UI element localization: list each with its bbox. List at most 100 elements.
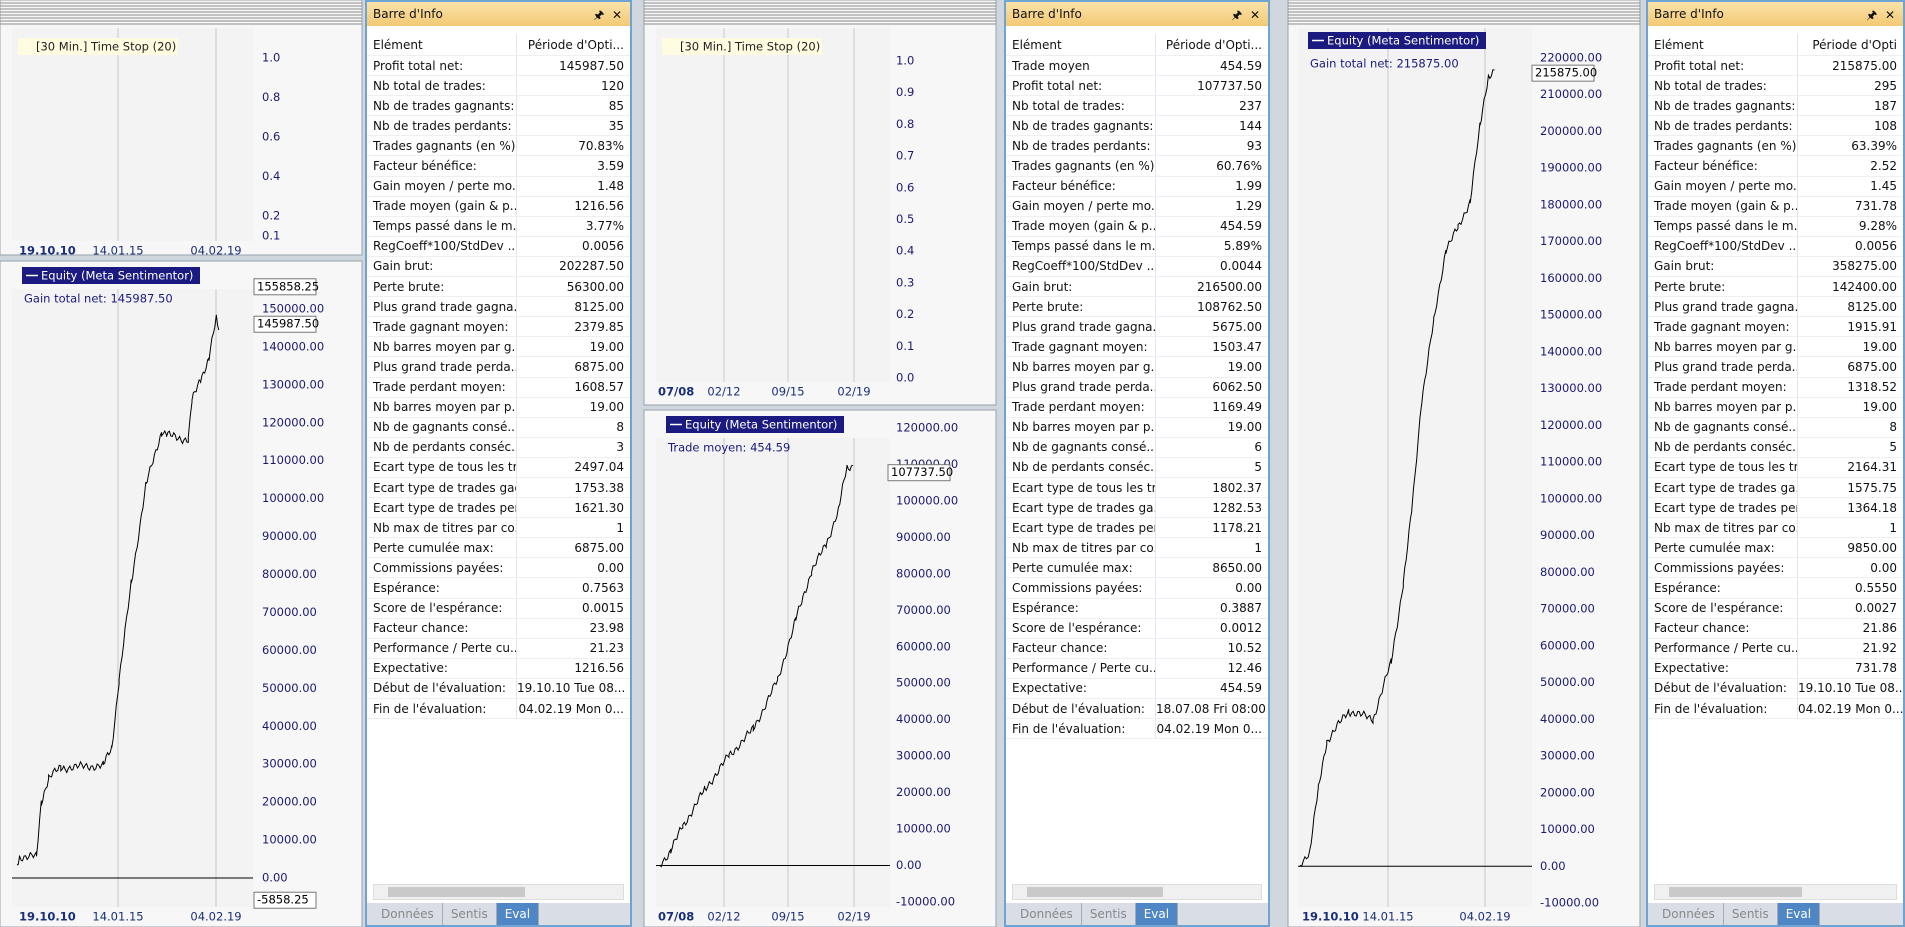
row-label: Profit total net: bbox=[1648, 56, 1798, 76]
tab[interactable]: Sentis bbox=[443, 903, 497, 925]
row-label: Facteur bénéfice: bbox=[367, 156, 517, 176]
tab-strip: Données Sentis Eval bbox=[1006, 903, 1268, 925]
info-row: Nb de trades perdants: 35 bbox=[367, 116, 630, 137]
scroll-thumb[interactable] bbox=[388, 887, 525, 897]
info-title: Barre d'Info bbox=[1012, 7, 1082, 21]
info-row: Nb de gagnants consé... 6 bbox=[1006, 437, 1268, 458]
info-bar: Barre d'Info 🖈 ✕ Elément Période d'Opti... P… bbox=[365, 0, 632, 927]
row-label: Nb de trades gagnants: bbox=[1006, 116, 1156, 136]
info-row: Expectative: 454.59 bbox=[1006, 678, 1268, 699]
info-row: Perte brute: 108762.50 bbox=[1006, 297, 1268, 318]
row-value: 0.7563 bbox=[582, 580, 624, 595]
info-row: Nb de gagnants consé... 8 bbox=[367, 417, 630, 438]
info-row: Ecart type de trades ga... 1282.53 bbox=[1006, 498, 1268, 519]
row-value: 1364.18 bbox=[1847, 500, 1897, 515]
row-label: Ecart type de trades ga... bbox=[1648, 477, 1798, 498]
x-label: 14.01.15 bbox=[1362, 910, 1413, 924]
tab[interactable]: Eval bbox=[1135, 903, 1179, 925]
info-row: RegCoeff*100/StdDev ... 0.0056 bbox=[1648, 236, 1903, 257]
scroll-thumb[interactable] bbox=[1669, 887, 1802, 897]
row-label: Nb de gagnants consé... bbox=[367, 417, 517, 437]
y-tick-label: 1.0 bbox=[262, 51, 280, 65]
row-label: Score de l'espérance: bbox=[1006, 618, 1156, 638]
y-tick-label: 0.6 bbox=[896, 180, 914, 194]
h-scrollbar[interactable] bbox=[373, 884, 624, 900]
info-row: Trade gagnant moyen: 2379.85 bbox=[367, 317, 630, 338]
row-label: Trade moyen (gain & p... bbox=[1648, 196, 1798, 216]
pin-button[interactable]: 🖈 bbox=[593, 8, 605, 22]
y-tick-label: 150000.00 bbox=[262, 302, 324, 316]
row-label: Perte brute: bbox=[1648, 277, 1798, 297]
row-value: 21.86 bbox=[1862, 621, 1897, 636]
close-button[interactable]: ✕ bbox=[1884, 8, 1895, 22]
row-value: 107737.50 bbox=[1197, 78, 1262, 93]
scroll-thumb[interactable] bbox=[1027, 887, 1164, 897]
info-row: Perte cumulée max: 8650.00 bbox=[1006, 558, 1268, 579]
tab[interactable]: Données bbox=[1012, 903, 1082, 925]
row-value: 1802.37 bbox=[1212, 480, 1262, 495]
price-marker: -5858.25 bbox=[257, 893, 309, 907]
info-row: Temps passé dans le m... 3.77% bbox=[367, 216, 630, 237]
column-header: Elément Période d'Opti bbox=[1648, 34, 1903, 56]
y-tick-label: 90000.00 bbox=[262, 529, 317, 543]
info-title-bar: Barre d'Info 🖈 ✕ bbox=[1648, 2, 1903, 26]
tab[interactable]: Données bbox=[373, 903, 443, 925]
window-buttons[interactable]: 🖈 ✕ bbox=[1866, 6, 1895, 27]
window-buttons[interactable]: 🖈 ✕ bbox=[1231, 6, 1260, 27]
tab[interactable]: Sentis bbox=[1082, 903, 1136, 925]
row-value: 145987.50 bbox=[559, 58, 624, 73]
x-label: 04.02.19 bbox=[190, 910, 241, 924]
tab[interactable]: Eval bbox=[1777, 903, 1821, 925]
info-row: Gain brut: 358275.00 bbox=[1648, 256, 1903, 278]
x-label: 09/15 bbox=[771, 385, 804, 399]
y-tick-label: 110000.00 bbox=[1540, 455, 1602, 469]
row-value: 63.39% bbox=[1851, 138, 1897, 153]
info-row: Score de l'espérance: 0.0027 bbox=[1648, 598, 1903, 619]
row-value: 215875.00 bbox=[1832, 58, 1897, 73]
row-value: 1915.91 bbox=[1847, 319, 1897, 334]
row-value: 1282.53 bbox=[1212, 500, 1262, 515]
window-buttons[interactable]: 🖈 ✕ bbox=[593, 6, 622, 27]
info-row: Temps passé dans le m... 5.89% bbox=[1006, 236, 1268, 257]
close-button[interactable]: ✕ bbox=[611, 8, 622, 22]
x-label: 07/08 bbox=[658, 910, 694, 924]
info-title-bar: Barre d'Info 🖈 ✕ bbox=[367, 2, 630, 26]
info-row: Facteur chance: 23.98 bbox=[367, 618, 630, 639]
row-value: 1575.75 bbox=[1847, 480, 1897, 495]
plot-area bbox=[656, 438, 890, 907]
tab[interactable]: Eval bbox=[496, 903, 540, 925]
row-label: Trade gagnant moyen: bbox=[1648, 317, 1798, 337]
h-scrollbar[interactable] bbox=[1654, 884, 1897, 900]
row-label: Début de l'évaluation: bbox=[1648, 678, 1798, 698]
info-row: Profit total net: 145987.50 bbox=[367, 56, 630, 77]
row-label: Perte cumulée max: bbox=[1648, 538, 1798, 558]
indicator-label: [30 Min.] Time Stop (20) bbox=[680, 40, 820, 54]
row-label: Nb max de titres par co... bbox=[1006, 538, 1156, 558]
x-label: 04.02.19 bbox=[1459, 910, 1510, 924]
row-label: Nb de gagnants consé... bbox=[1648, 417, 1798, 437]
info-row: Espérance: 0.5550 bbox=[1648, 578, 1903, 599]
row-label: Trade gagnant moyen: bbox=[1006, 337, 1156, 357]
tab[interactable]: Sentis bbox=[1724, 903, 1778, 925]
pin-button[interactable]: 🖈 bbox=[1231, 8, 1243, 22]
y-tick-label: 200000.00 bbox=[1540, 124, 1602, 138]
info-row: Commissions payées: 0.00 bbox=[1006, 578, 1268, 599]
row-label: Nb total de trades: bbox=[1006, 96, 1156, 116]
row-value: 0.00 bbox=[1235, 580, 1262, 595]
row-label: Perte brute: bbox=[1006, 297, 1156, 317]
price-marker-box bbox=[253, 315, 317, 333]
close-button[interactable]: ✕ bbox=[1249, 8, 1260, 22]
row-value: 04.02.19 Mon 0... bbox=[518, 701, 624, 716]
h-scrollbar[interactable] bbox=[1012, 884, 1262, 900]
pin-button[interactable]: 🖈 bbox=[1866, 8, 1878, 22]
tab[interactable]: Données bbox=[1654, 903, 1724, 925]
row-label: Nb de trades perdants: bbox=[1006, 136, 1156, 156]
info-row: RegCoeff*100/StdDev ... 0.0044 bbox=[1006, 256, 1268, 278]
row-label: Plus grand trade gagna... bbox=[1006, 317, 1156, 337]
row-label: Nb barres moyen par g... bbox=[1006, 357, 1156, 377]
info-row: Nb total de trades: 120 bbox=[367, 76, 630, 97]
y-tick-label: -10000.00 bbox=[1540, 896, 1599, 910]
y-tick-label: 50000.00 bbox=[896, 676, 951, 690]
